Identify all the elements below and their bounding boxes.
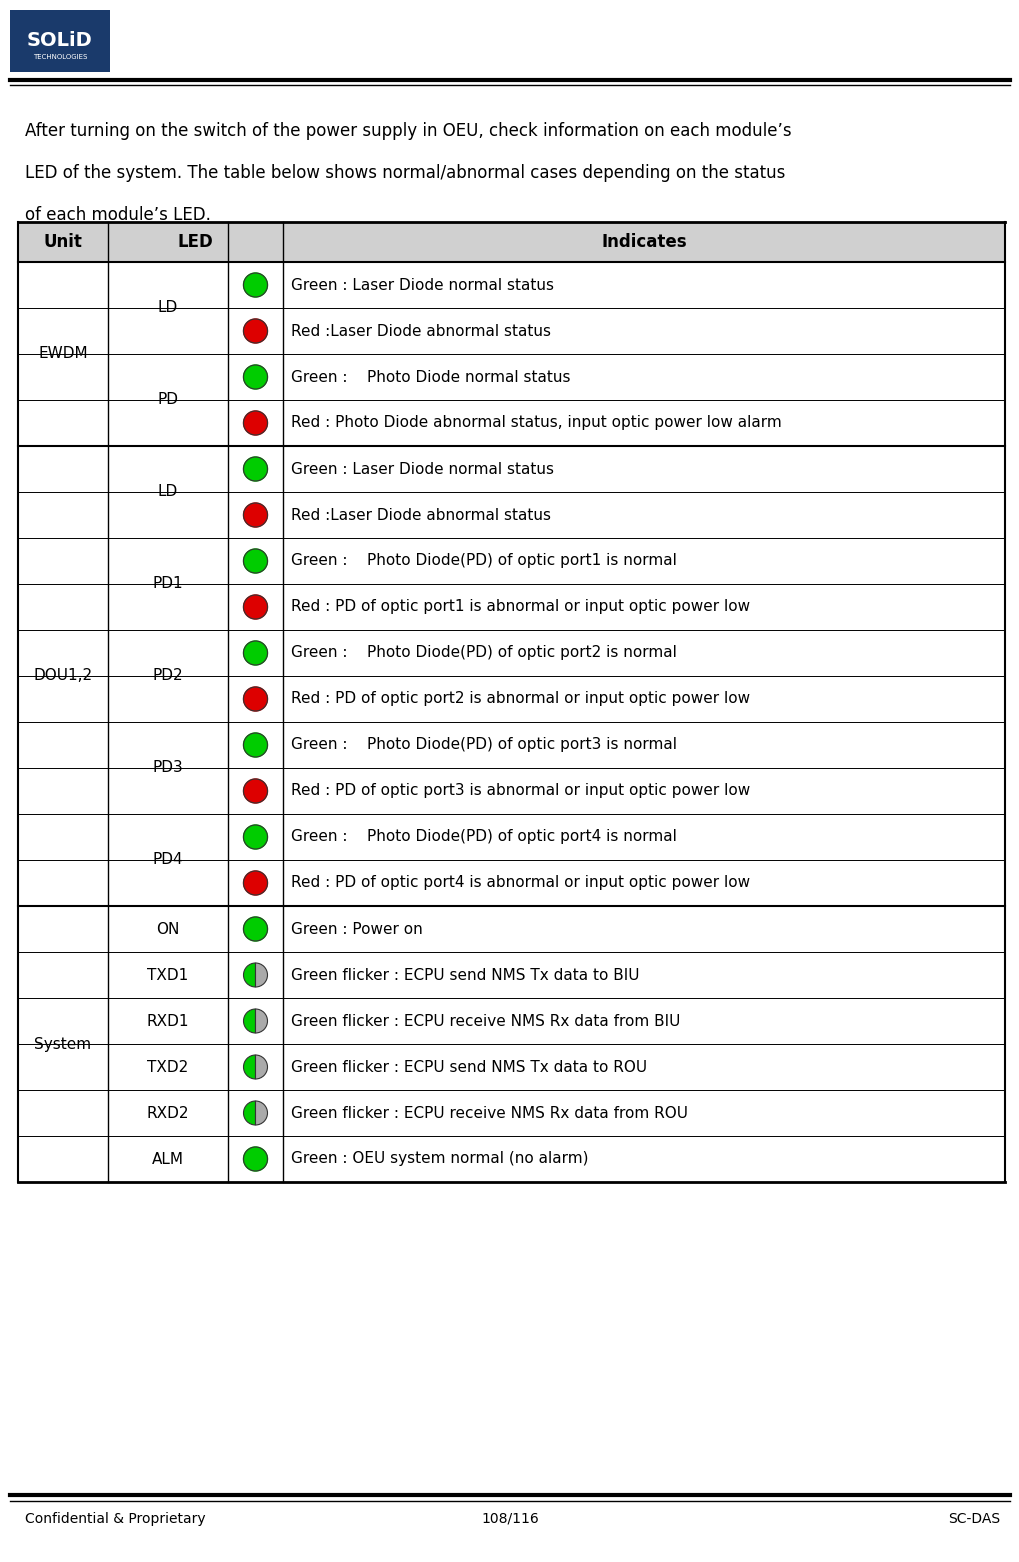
FancyBboxPatch shape xyxy=(18,308,1004,355)
Text: TXD1: TXD1 xyxy=(147,967,189,982)
Text: LED: LED xyxy=(177,233,213,251)
Text: Red : PD of optic port1 is abnormal or input optic power low: Red : PD of optic port1 is abnormal or i… xyxy=(290,600,749,614)
FancyBboxPatch shape xyxy=(18,951,1004,998)
Circle shape xyxy=(244,917,267,940)
Text: Confidential & Proprietary: Confidential & Proprietary xyxy=(25,1512,206,1526)
Text: Green :    Photo Diode(PD) of optic port2 is normal: Green : Photo Diode(PD) of optic port2 i… xyxy=(290,645,677,661)
Text: System: System xyxy=(35,1037,92,1051)
Text: Red : PD of optic port3 is abnormal or input optic power low: Red : PD of optic port3 is abnormal or i… xyxy=(290,784,750,798)
Text: Green :    Photo Diode(PD) of optic port1 is normal: Green : Photo Diode(PD) of optic port1 i… xyxy=(290,553,677,569)
Text: PD3: PD3 xyxy=(153,761,183,775)
Circle shape xyxy=(244,779,267,803)
FancyBboxPatch shape xyxy=(18,447,108,906)
FancyBboxPatch shape xyxy=(18,906,1004,951)
Text: PD4: PD4 xyxy=(153,853,183,867)
Wedge shape xyxy=(244,1009,255,1032)
Text: Indicates: Indicates xyxy=(600,233,686,251)
Text: SOLiD: SOLiD xyxy=(28,31,93,50)
FancyBboxPatch shape xyxy=(18,998,1004,1043)
Text: EWDM: EWDM xyxy=(38,347,88,361)
FancyBboxPatch shape xyxy=(18,814,1004,861)
FancyBboxPatch shape xyxy=(18,355,1004,400)
Text: Red : PD of optic port2 is abnormal or input optic power low: Red : PD of optic port2 is abnormal or i… xyxy=(290,692,749,706)
Text: Green :    Photo Diode(PD) of optic port3 is normal: Green : Photo Diode(PD) of optic port3 i… xyxy=(290,737,677,753)
Text: Green :    Photo Diode(PD) of optic port4 is normal: Green : Photo Diode(PD) of optic port4 i… xyxy=(290,829,677,845)
FancyBboxPatch shape xyxy=(18,537,1004,584)
FancyBboxPatch shape xyxy=(18,722,1004,769)
Text: PD: PD xyxy=(157,392,178,408)
Wedge shape xyxy=(255,964,267,987)
Circle shape xyxy=(244,411,267,434)
FancyBboxPatch shape xyxy=(18,1136,1004,1182)
FancyBboxPatch shape xyxy=(18,1090,1004,1136)
FancyBboxPatch shape xyxy=(18,906,108,1182)
Text: PD1: PD1 xyxy=(153,576,183,592)
Wedge shape xyxy=(255,1009,267,1032)
Text: Green flicker : ECPU receive NMS Rx data from ROU: Green flicker : ECPU receive NMS Rx data… xyxy=(290,1106,688,1120)
Text: RXD1: RXD1 xyxy=(147,1014,190,1028)
Text: TECHNOLOGIES: TECHNOLOGIES xyxy=(33,55,87,59)
Text: Green : Power on: Green : Power on xyxy=(290,922,422,937)
Text: Red : PD of optic port4 is abnormal or input optic power low: Red : PD of optic port4 is abnormal or i… xyxy=(290,875,749,890)
Circle shape xyxy=(244,273,267,297)
FancyBboxPatch shape xyxy=(18,584,1004,629)
Text: LD: LD xyxy=(158,300,178,316)
FancyBboxPatch shape xyxy=(18,769,1004,814)
Circle shape xyxy=(244,640,267,665)
Text: Red : Photo Diode abnormal status, input optic power low alarm: Red : Photo Diode abnormal status, input… xyxy=(290,415,781,431)
Text: PD2: PD2 xyxy=(153,669,183,684)
Circle shape xyxy=(244,733,267,758)
Text: Green : Laser Diode normal status: Green : Laser Diode normal status xyxy=(290,278,553,292)
Wedge shape xyxy=(244,1101,255,1125)
Text: Green flicker : ECPU send NMS Tx data to ROU: Green flicker : ECPU send NMS Tx data to… xyxy=(290,1059,646,1075)
FancyBboxPatch shape xyxy=(18,262,1004,308)
Circle shape xyxy=(244,825,267,850)
Text: Red :Laser Diode abnormal status: Red :Laser Diode abnormal status xyxy=(290,323,550,339)
FancyBboxPatch shape xyxy=(18,492,1004,537)
FancyBboxPatch shape xyxy=(18,629,1004,676)
Circle shape xyxy=(244,548,267,573)
Circle shape xyxy=(244,319,267,344)
Wedge shape xyxy=(255,1054,267,1079)
FancyBboxPatch shape xyxy=(18,447,1004,492)
Circle shape xyxy=(244,687,267,711)
FancyBboxPatch shape xyxy=(10,9,110,72)
Text: After turning on the switch of the power supply in OEU, check information on eac: After turning on the switch of the power… xyxy=(25,122,791,141)
Text: ON: ON xyxy=(156,922,179,937)
Circle shape xyxy=(244,366,267,389)
Text: ALM: ALM xyxy=(152,1151,183,1167)
Text: Green : OEU system normal (no alarm): Green : OEU system normal (no alarm) xyxy=(290,1151,588,1167)
Text: DOU1,2: DOU1,2 xyxy=(34,669,93,684)
FancyBboxPatch shape xyxy=(18,262,108,447)
FancyBboxPatch shape xyxy=(18,861,1004,906)
FancyBboxPatch shape xyxy=(18,1043,1004,1090)
Circle shape xyxy=(244,503,267,526)
Text: Unit: Unit xyxy=(44,233,83,251)
Text: LD: LD xyxy=(158,484,178,500)
Text: Green flicker : ECPU send NMS Tx data to BIU: Green flicker : ECPU send NMS Tx data to… xyxy=(290,967,639,982)
Text: Green flicker : ECPU receive NMS Rx data from BIU: Green flicker : ECPU receive NMS Rx data… xyxy=(290,1014,680,1028)
Text: of each module’s LED.: of each module’s LED. xyxy=(25,206,211,223)
Text: RXD2: RXD2 xyxy=(147,1106,190,1120)
Text: 108/116: 108/116 xyxy=(481,1512,538,1526)
Wedge shape xyxy=(244,964,255,987)
Circle shape xyxy=(244,1147,267,1172)
Text: Red :Laser Diode abnormal status: Red :Laser Diode abnormal status xyxy=(290,508,550,523)
Text: TXD2: TXD2 xyxy=(147,1059,189,1075)
Text: SC-DAS: SC-DAS xyxy=(947,1512,999,1526)
Circle shape xyxy=(244,595,267,619)
Wedge shape xyxy=(244,1054,255,1079)
Text: Green :    Photo Diode normal status: Green : Photo Diode normal status xyxy=(290,370,570,384)
Circle shape xyxy=(244,872,267,895)
FancyBboxPatch shape xyxy=(18,222,1004,262)
Text: Green : Laser Diode normal status: Green : Laser Diode normal status xyxy=(290,461,553,476)
FancyBboxPatch shape xyxy=(18,400,1004,447)
Circle shape xyxy=(244,458,267,481)
Wedge shape xyxy=(255,1101,267,1125)
FancyBboxPatch shape xyxy=(18,676,1004,722)
Text: LED of the system. The table below shows normal/abnormal cases depending on the : LED of the system. The table below shows… xyxy=(25,164,785,183)
